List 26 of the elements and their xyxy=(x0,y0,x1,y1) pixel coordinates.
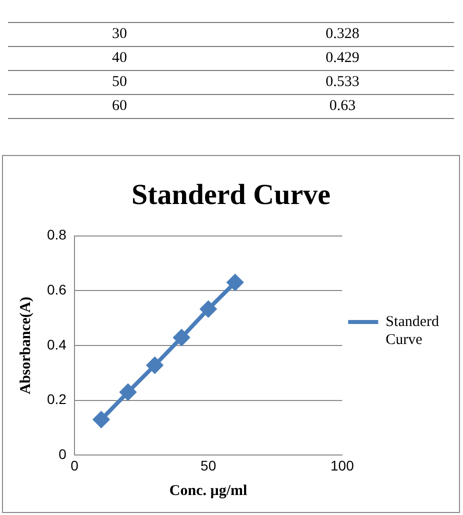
point xyxy=(227,274,244,290)
point xyxy=(93,412,110,428)
y-tick-label: 0.2 xyxy=(46,391,67,408)
text: 30 xyxy=(8,22,231,46)
y-tick-label: 0 xyxy=(58,446,67,462)
y-tick-label: 0.8 xyxy=(46,226,67,243)
legend-label: Standerd Curve xyxy=(386,314,440,348)
text: 60 xyxy=(8,94,231,118)
y-tick-label: 0.4 xyxy=(46,336,67,352)
point xyxy=(200,301,216,318)
text: 0.533 xyxy=(231,70,454,94)
point xyxy=(174,330,190,346)
x-axis-title: Conc. µg/ml xyxy=(169,482,248,499)
text: 0.429 xyxy=(231,46,454,70)
y-tick-label: 0.6 xyxy=(46,282,67,298)
text: 50 xyxy=(8,70,231,94)
y-axis-title: Absorbance(A) xyxy=(18,296,34,394)
chart-title: Standerd Curve xyxy=(132,178,331,211)
text: 0.328 xyxy=(231,22,454,46)
x-tick-label: 0 xyxy=(70,457,79,474)
text: 40 xyxy=(8,46,231,70)
text: 0.63 xyxy=(231,94,454,118)
x-tick-label: 100 xyxy=(330,457,354,474)
point xyxy=(146,357,163,374)
x-tick-label: 50 xyxy=(200,457,216,474)
point xyxy=(120,384,136,400)
